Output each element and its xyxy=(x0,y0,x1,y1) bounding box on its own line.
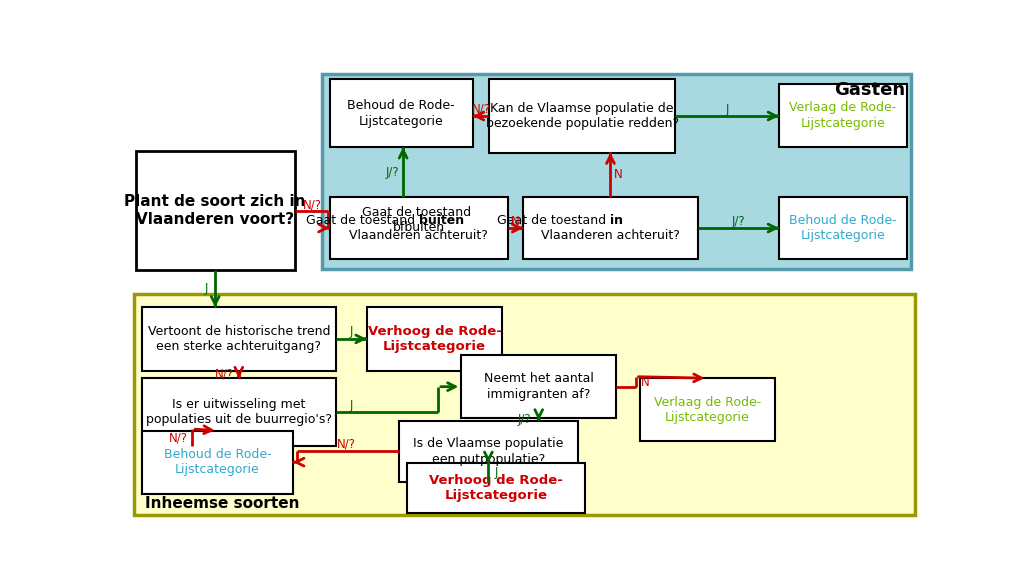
FancyBboxPatch shape xyxy=(779,197,907,259)
Text: Is de Vlaamse populatie
een putpopulatie?: Is de Vlaamse populatie een putpopulatie… xyxy=(414,437,563,466)
FancyBboxPatch shape xyxy=(523,197,697,259)
Text: Gaat de toestand 
bfbuiten: Gaat de toestand bfbuiten xyxy=(362,207,475,235)
Text: Verlaag de Rode-
Lijstcategorie: Verlaag de Rode- Lijstcategorie xyxy=(653,395,761,424)
Text: Neemt het aantal
immigranten af?: Neemt het aantal immigranten af? xyxy=(483,373,594,401)
Text: N: N xyxy=(511,215,520,228)
Text: J/?: J/? xyxy=(518,413,531,426)
FancyBboxPatch shape xyxy=(461,355,616,418)
FancyBboxPatch shape xyxy=(640,378,775,441)
Text: N/?: N/? xyxy=(337,438,355,451)
Text: Gaat de toestand: Gaat de toestand xyxy=(305,214,419,227)
Text: Behoud de Rode-
Lijstcategorie: Behoud de Rode- Lijstcategorie xyxy=(790,214,897,242)
FancyBboxPatch shape xyxy=(399,421,578,482)
FancyBboxPatch shape xyxy=(322,74,910,269)
Text: Verlaag de Rode-
Lijstcategorie: Verlaag de Rode- Lijstcategorie xyxy=(790,101,897,130)
Text: Inheemse soorten: Inheemse soorten xyxy=(145,495,300,511)
FancyBboxPatch shape xyxy=(779,84,907,147)
Text: J: J xyxy=(349,398,353,412)
Text: Plant de soort zich in
Vlaanderen voort?: Plant de soort zich in Vlaanderen voort? xyxy=(125,194,306,227)
Text: buiten: buiten xyxy=(419,214,464,227)
Text: J/?: J/? xyxy=(731,215,745,228)
FancyBboxPatch shape xyxy=(407,463,586,513)
Text: in: in xyxy=(610,214,624,227)
Text: N/?: N/? xyxy=(302,198,322,211)
Text: Behoud de Rode-
Lijstcategorie: Behoud de Rode- Lijstcategorie xyxy=(347,99,455,128)
Text: J: J xyxy=(725,102,729,116)
Text: Vlaanderen achteruit?: Vlaanderen achteruit? xyxy=(349,229,488,242)
FancyBboxPatch shape xyxy=(330,80,473,147)
FancyBboxPatch shape xyxy=(330,197,508,259)
Text: J: J xyxy=(349,325,353,339)
Text: Behoud de Rode-
Lijstcategorie: Behoud de Rode- Lijstcategorie xyxy=(164,448,271,476)
FancyBboxPatch shape xyxy=(136,151,295,270)
Text: N: N xyxy=(641,376,649,389)
Text: N/?: N/? xyxy=(471,102,490,116)
Text: Kan de Vlaamse populatie de
bezoekende populatie redden?: Kan de Vlaamse populatie de bezoekende p… xyxy=(485,102,679,130)
FancyBboxPatch shape xyxy=(142,307,336,370)
Text: N/?: N/? xyxy=(169,432,187,445)
Text: Gasten: Gasten xyxy=(835,81,905,99)
Text: J: J xyxy=(495,466,498,479)
FancyBboxPatch shape xyxy=(134,294,915,515)
Text: J: J xyxy=(204,283,208,295)
Text: N/?: N/? xyxy=(215,368,234,381)
FancyBboxPatch shape xyxy=(489,80,675,153)
FancyBboxPatch shape xyxy=(142,378,336,446)
Text: J/?: J/? xyxy=(385,166,399,179)
Text: Verhoog de Rode-
Lijstcategorie: Verhoog de Rode- Lijstcategorie xyxy=(368,325,502,353)
Text: N: N xyxy=(613,168,623,181)
Text: Vlaanderen achteruit?: Vlaanderen achteruit? xyxy=(541,229,680,242)
Text: Is er uitwisseling met
populaties uit de buurregio's?: Is er uitwisseling met populaties uit de… xyxy=(145,398,332,426)
FancyBboxPatch shape xyxy=(367,307,503,370)
Text: Vertoont de historische trend
een sterke achteruitgang?: Vertoont de historische trend een sterke… xyxy=(147,325,330,353)
Text: Verhoog de Rode-
Lijstcategorie: Verhoog de Rode- Lijstcategorie xyxy=(429,474,563,502)
FancyBboxPatch shape xyxy=(142,431,293,494)
Text: Gaat de toestand: Gaat de toestand xyxy=(498,214,610,227)
